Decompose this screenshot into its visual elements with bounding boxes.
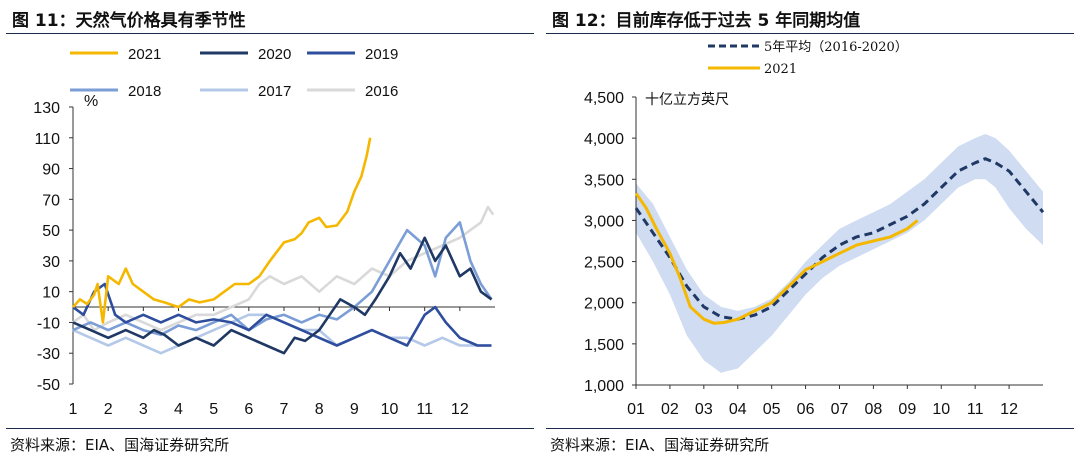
x-tick-label: 02 bbox=[661, 401, 679, 418]
y-tick-label: 4,000 bbox=[584, 131, 624, 148]
figure-12-title: 图 12：目前库存低于过去 5 年同期均值 bbox=[552, 11, 861, 31]
x-tick-label: 7 bbox=[280, 401, 289, 418]
y-tick-label: 1,000 bbox=[584, 378, 624, 395]
figure-12-panel: 图 12：目前库存低于过去 5 年同期均值 4,500 4,000 3,500 3,0… bbox=[540, 0, 1080, 463]
x-tick-label: 11 bbox=[967, 401, 984, 418]
series-line-5年平均（2016-2020） bbox=[634, 157, 1045, 321]
x-tick-label: 07 bbox=[831, 401, 849, 418]
y-tick-label: -50 bbox=[37, 377, 60, 394]
x-tick-label: 6 bbox=[244, 401, 253, 418]
figure-12-chart: 4,500 4,000 3,500 3,000 2,500 2,000 1,500 1,000… bbox=[584, 40, 1045, 418]
x-tick-label: 2 bbox=[104, 401, 113, 418]
x-tick-label: 3 bbox=[139, 401, 148, 418]
source-rule bbox=[546, 428, 1074, 429]
figure-12-source: 资料来源：EIA、国海证券研究所 bbox=[550, 436, 770, 454]
legend-label-2019: 2019 bbox=[365, 46, 398, 63]
x-tick-label: 10 bbox=[932, 401, 950, 418]
x-tick-label: 03 bbox=[695, 401, 713, 418]
y-tick-label: 10 bbox=[42, 285, 60, 302]
x-tick-label: 10 bbox=[381, 401, 399, 418]
legend-label-5年平均（2016-2020）: 5年平均（2016-2020） bbox=[764, 40, 908, 55]
y-axis-unit: 十亿立方英尺 bbox=[645, 91, 729, 108]
series-line-2021 bbox=[72, 137, 372, 324]
y-tick-label: 110 bbox=[34, 131, 60, 148]
y-tick-label: 3,000 bbox=[584, 213, 624, 230]
y-tick-label: 130 bbox=[33, 100, 60, 117]
x-tick-label: 1 bbox=[69, 401, 78, 418]
y-tick-label: 1,500 bbox=[584, 337, 624, 354]
x-tick-label: 06 bbox=[797, 401, 815, 418]
legend-label-2020: 2020 bbox=[258, 46, 291, 63]
y-tick-label: 2,000 bbox=[584, 296, 624, 313]
figure-11-title: 图 11：天然气价格具有季节性 bbox=[12, 11, 246, 31]
source-rule bbox=[6, 428, 534, 429]
legend-label-2021: 2021 bbox=[764, 62, 797, 77]
x-tick-label: 01 bbox=[627, 401, 645, 418]
x-tick-label: 9 bbox=[350, 401, 359, 418]
x-tick-label: 08 bbox=[865, 401, 883, 418]
legend-label-2017: 2017 bbox=[258, 83, 291, 100]
legend-label-2016: 2016 bbox=[365, 83, 398, 100]
y-tick-label: 3,500 bbox=[584, 172, 624, 189]
y-axis-unit: % bbox=[84, 93, 98, 110]
series-line-2019 bbox=[72, 282, 492, 347]
y-tick-label: 2,500 bbox=[584, 255, 624, 272]
y-tick-label: 90 bbox=[42, 162, 60, 179]
x-tick-label: 12 bbox=[451, 401, 469, 418]
series-line-2016 bbox=[72, 205, 495, 332]
x-tick-label: 12 bbox=[1000, 401, 1018, 418]
title-rule bbox=[6, 33, 534, 34]
figure-11-panel: 图 11：天然气价格具有季节性 130 110 90 70 50 30 10 -10 -30 -5… bbox=[6, 11, 534, 454]
series-line-2021 bbox=[634, 192, 919, 325]
title-rule bbox=[546, 33, 1074, 34]
y-tick-label: 70 bbox=[42, 192, 60, 209]
y-tick-label: 4,500 bbox=[584, 90, 624, 107]
x-tick-label: 04 bbox=[729, 401, 747, 418]
x-tick-label: 11 bbox=[416, 401, 433, 418]
y-tick-label: -10 bbox=[37, 315, 60, 332]
x-tick-label: 8 bbox=[315, 401, 324, 418]
figure-11-source: 资料来源：EIA、国海证券研究所 bbox=[10, 436, 230, 454]
series-line-2020 bbox=[72, 236, 493, 355]
legend-label-2018: 2018 bbox=[128, 83, 161, 100]
x-tick-label: 09 bbox=[898, 401, 916, 418]
x-tick-label: 05 bbox=[763, 401, 781, 418]
x-tick-label: 4 bbox=[174, 401, 183, 418]
y-tick-label: 50 bbox=[42, 223, 60, 240]
y-tick-label: -30 bbox=[37, 346, 60, 363]
legend-label-2021: 2021 bbox=[128, 46, 161, 63]
x-tick-label: 5 bbox=[209, 401, 218, 418]
y-tick-label: 30 bbox=[42, 254, 60, 271]
